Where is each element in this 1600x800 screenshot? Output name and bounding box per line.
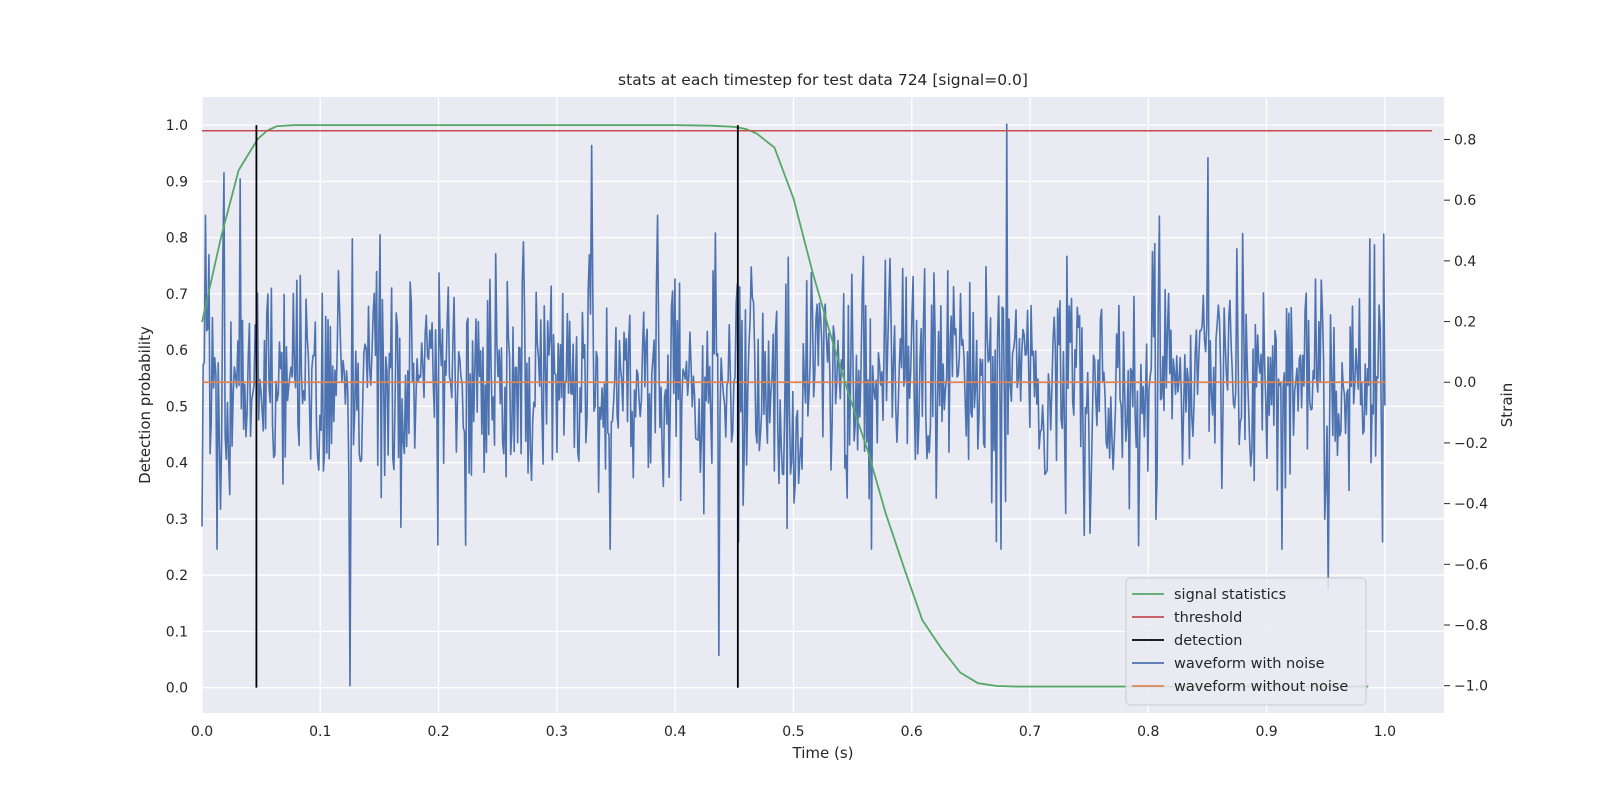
y-tick-label: 0.0 bbox=[166, 681, 188, 697]
chart-title: stats at each timestep for test data 724… bbox=[618, 71, 1028, 89]
y-tick-label: 0.5 bbox=[166, 399, 188, 415]
x-tick-label: 0.3 bbox=[546, 724, 568, 740]
y-tick-label: 0.9 bbox=[166, 174, 188, 190]
x-ticks: 0.0 0.1 0.2 0.3 0.4 0.5 0.6 0.7 0.8 0.9 1.0 bbox=[191, 724, 1396, 740]
y2-axis-label: Strain bbox=[1498, 383, 1516, 427]
y2-tick-label: −0.4 bbox=[1454, 497, 1488, 513]
x-tick-label: 0.4 bbox=[664, 724, 686, 740]
y-tick-label: 0.1 bbox=[166, 624, 188, 640]
legend-label: waveform without noise bbox=[1174, 679, 1348, 695]
y-tick-label: 0.2 bbox=[166, 568, 188, 584]
x-tick-label: 1.0 bbox=[1374, 724, 1396, 740]
legend-label: waveform with noise bbox=[1174, 656, 1325, 672]
y-ticks: 0.0 0.1 0.2 0.3 0.4 0.5 0.6 0.7 0.8 0.9 1.0 bbox=[166, 118, 188, 697]
x-tick-label: 0.5 bbox=[782, 724, 804, 740]
y2-tick-label: 0.8 bbox=[1454, 132, 1476, 148]
y-tick-label: 0.7 bbox=[166, 287, 188, 303]
y2-tick-label: 0.2 bbox=[1454, 315, 1476, 331]
x-tick-label: 0.0 bbox=[191, 724, 213, 740]
x-tick-label: 0.6 bbox=[901, 724, 923, 740]
legend-label: signal statistics bbox=[1174, 587, 1286, 603]
y-tick-label: 0.6 bbox=[166, 343, 188, 359]
y-axis-label: Detection probability bbox=[136, 326, 154, 484]
legend: signal statistics threshold detection wavef… bbox=[1125, 577, 1367, 706]
y-tick-label: 0.8 bbox=[166, 231, 188, 247]
y-tick-label: 1.0 bbox=[166, 118, 188, 134]
y2-tick-label: −0.8 bbox=[1454, 618, 1488, 634]
y2-tick-label: 0.0 bbox=[1454, 375, 1476, 391]
series-layer bbox=[201, 123, 1433, 688]
series-signal-statistics bbox=[201, 124, 1369, 688]
y2-ticks: −1.0 −0.8 −0.6 −0.4 −0.2 0.0 0.2 0.4 0.6 0.8 bbox=[1444, 132, 1488, 695]
x-axis-label: Time (s) bbox=[792, 744, 854, 762]
series-waveform-with-noise bbox=[201, 123, 1386, 687]
legend-label: detection bbox=[1174, 633, 1242, 649]
y-tick-label: 0.4 bbox=[166, 456, 188, 472]
x-tick-label: 0.7 bbox=[1019, 724, 1041, 740]
y2-tick-label: −1.0 bbox=[1454, 679, 1488, 695]
y2-tick-label: −0.6 bbox=[1454, 557, 1488, 573]
legend-box bbox=[1125, 577, 1367, 706]
x-tick-label: 0.1 bbox=[309, 724, 331, 740]
y2-tick-label: −0.2 bbox=[1454, 436, 1488, 452]
x-tick-label: 0.8 bbox=[1137, 724, 1159, 740]
x-tick-label: 0.9 bbox=[1255, 724, 1277, 740]
y2-tick-label: 0.4 bbox=[1454, 254, 1476, 270]
x-tick-label: 0.2 bbox=[427, 724, 449, 740]
y-tick-label: 0.3 bbox=[166, 512, 188, 528]
y2-tick-label: 0.6 bbox=[1454, 193, 1476, 209]
legend-label: threshold bbox=[1174, 610, 1242, 626]
